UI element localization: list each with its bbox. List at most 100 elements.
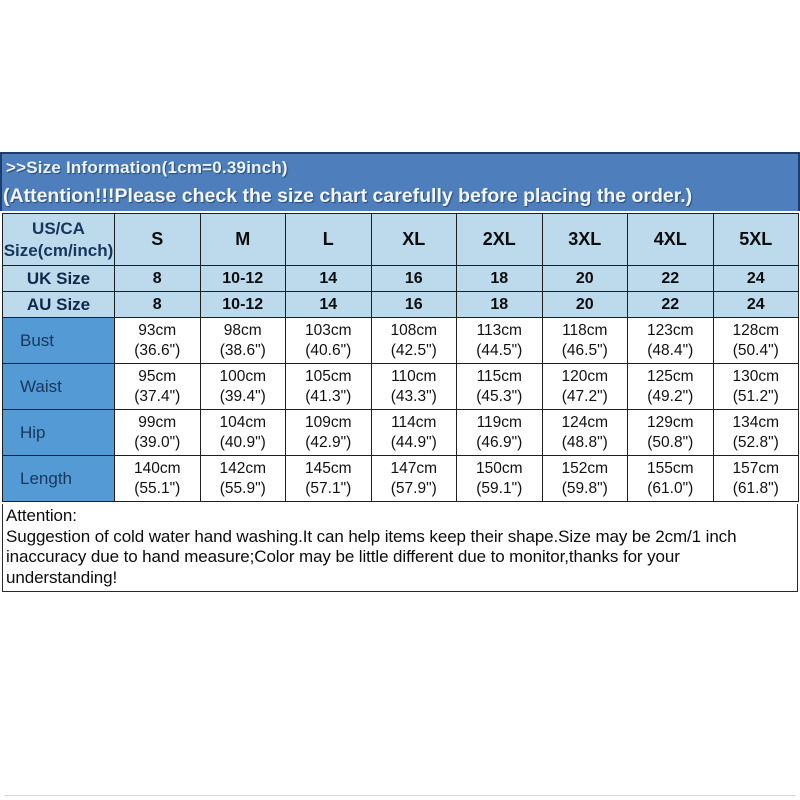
measurement-value: 104cm (40.9"): [199, 409, 286, 456]
measurement-value: 123cm (48.4"): [627, 317, 714, 364]
size-column-header: L: [285, 213, 372, 266]
measurement-cm: 110cm: [391, 367, 437, 385]
conversion-value: 14: [285, 265, 372, 292]
measurement-cm: 150cm: [475, 459, 523, 477]
measurement-cm: 125cm: [646, 367, 694, 385]
measurement-cm: 130cm: [732, 367, 780, 385]
measurement-inch: (44.5"): [476, 341, 523, 359]
size-column-header: 3XL: [541, 213, 628, 266]
measurement-cm: 118cm: [562, 321, 608, 339]
measurement-value: 140cm (55.1"): [114, 455, 201, 502]
measurement-value: 110cm (43.3"): [370, 363, 457, 410]
conversion-value: 22: [627, 291, 714, 318]
measurement-value: 113cm (44.5"): [456, 317, 543, 364]
measurement-inch: (39.4"): [219, 387, 266, 405]
row-label-length: Length: [2, 455, 115, 502]
measurement-value: 150cm (59.1"): [456, 455, 543, 502]
measurement-inch: (46.5"): [561, 341, 608, 359]
measurement-inch: (42.5"): [390, 341, 437, 359]
measurement-inch: (48.4"): [647, 341, 694, 359]
conversion-value: 18: [456, 291, 543, 318]
measurement-cm: 152cm: [561, 459, 609, 477]
measurement-value: 105cm (41.3"): [285, 363, 372, 410]
measurement-inch: (40.6"): [305, 341, 352, 359]
measurement-value: 118cm (46.5"): [541, 317, 628, 364]
measurement-value: 142cm (55.9"): [199, 455, 286, 502]
conversion-value: 16: [370, 291, 457, 318]
header-banner: >>Size Information(1cm=0.39inch) (Attent…: [0, 152, 800, 211]
conversion-value: 16: [370, 265, 457, 292]
conversion-value: 24: [712, 265, 799, 292]
measurement-row: Length 140cm (55.1") 142cm (55.9") 145cm (57.1…: [2, 455, 799, 502]
size-column-header: M: [199, 213, 286, 266]
measurement-value: 125cm (49.2"): [627, 363, 714, 410]
measurement-inch: (44.9"): [390, 433, 437, 451]
conversion-value: 22: [627, 265, 714, 292]
measurement-cm: 155cm: [646, 459, 694, 477]
size-column-header: XL: [370, 213, 457, 266]
measurement-cm: 114cm: [391, 413, 437, 431]
measurement-inch: (50.8"): [647, 433, 694, 451]
measurement-inch: (47.2"): [561, 387, 608, 405]
measurement-cm: 113cm: [476, 321, 522, 339]
measurement-inch: (49.2"): [647, 387, 694, 405]
measurement-inch: (52.8"): [732, 433, 779, 451]
measurement-value: 130cm (51.2"): [712, 363, 799, 410]
measurement-value: 124cm (48.8"): [541, 409, 628, 456]
measurement-inch: (61.8"): [732, 479, 779, 497]
measurement-cm: 124cm: [561, 413, 609, 431]
row-label-uk-size: UK Size: [2, 265, 115, 292]
measurement-inch: (55.9"): [219, 479, 266, 497]
size-header-row: US/CA Size(cm/inch) S M L XL 2XL 3XL 4XL 5XL: [2, 213, 799, 266]
measurement-inch: (48.8"): [561, 433, 608, 451]
measurement-inch: (46.9"): [476, 433, 523, 451]
measurement-cm: 109cm: [304, 413, 352, 431]
measurement-cm: 93cm: [138, 321, 177, 339]
attention-note: Suggestion of cold water hand washing.It…: [6, 526, 737, 587]
measurement-cm: 115cm: [476, 367, 522, 385]
banner-subtitle: (Attention!!!Please check the size chart…: [3, 185, 693, 207]
measurement-inch: (61.0"): [647, 479, 694, 497]
corner-header: US/CA Size(cm/inch): [2, 213, 115, 266]
measurement-value: 103cm (40.6"): [285, 317, 372, 364]
measurement-inch: (59.8"): [561, 479, 608, 497]
attention-label: Attention:: [6, 506, 77, 525]
measurement-value: 100cm (39.4"): [199, 363, 286, 410]
measurement-cm: 103cm: [304, 321, 352, 339]
measurement-inch: (51.2"): [732, 387, 779, 405]
row-label-au-size: AU Size: [2, 291, 115, 318]
corner-header-line2: Size(cm/inch): [3, 240, 114, 260]
measurement-cm: 129cm: [646, 413, 694, 431]
measurement-row: Waist 95cm (37.4") 100cm (39.4") 105cm (41.3")…: [2, 363, 799, 410]
measurement-cm: 134cm: [732, 413, 780, 431]
banner-title: >>Size Information(1cm=0.39inch): [6, 158, 288, 177]
size-column-header: 5XL: [712, 213, 799, 266]
measurement-value: 99cm (39.0"): [114, 409, 201, 456]
measurement-inch: (57.9"): [390, 479, 437, 497]
measurement-value: 129cm (50.8"): [627, 409, 714, 456]
measurement-cm: 99cm: [138, 413, 177, 431]
size-column-header: 2XL: [456, 213, 543, 266]
measurement-inch: (55.1"): [134, 479, 181, 497]
measurement-value: 114cm (44.9"): [370, 409, 457, 456]
measurement-cm: 108cm: [390, 321, 438, 339]
row-label-hip: Hip: [2, 409, 115, 456]
measurement-cm: 123cm: [646, 321, 694, 339]
measurement-cm: 120cm: [561, 367, 609, 385]
conversion-value: 24: [712, 291, 799, 318]
measurement-inch: (38.6"): [219, 341, 266, 359]
measurement-cm: 128cm: [732, 321, 780, 339]
row-label-waist: Waist: [2, 363, 115, 410]
conversion-value: 20: [541, 265, 628, 292]
measurement-inch: (39.0"): [134, 433, 181, 451]
measurement-row: Bust 93cm (36.6") 98cm (38.6") 103cm (40.6") 10…: [2, 317, 799, 364]
measurement-value: 147cm (57.9"): [370, 455, 457, 502]
measurement-cm: 100cm: [219, 367, 267, 385]
measurement-value: 128cm (50.4"): [712, 317, 799, 364]
measurement-cm: 104cm: [219, 413, 267, 431]
conversion-value: 14: [285, 291, 372, 318]
measurement-value: 108cm (42.5"): [370, 317, 457, 364]
measurement-value: 93cm (36.6"): [114, 317, 201, 364]
measurement-inch: (57.1"): [305, 479, 352, 497]
